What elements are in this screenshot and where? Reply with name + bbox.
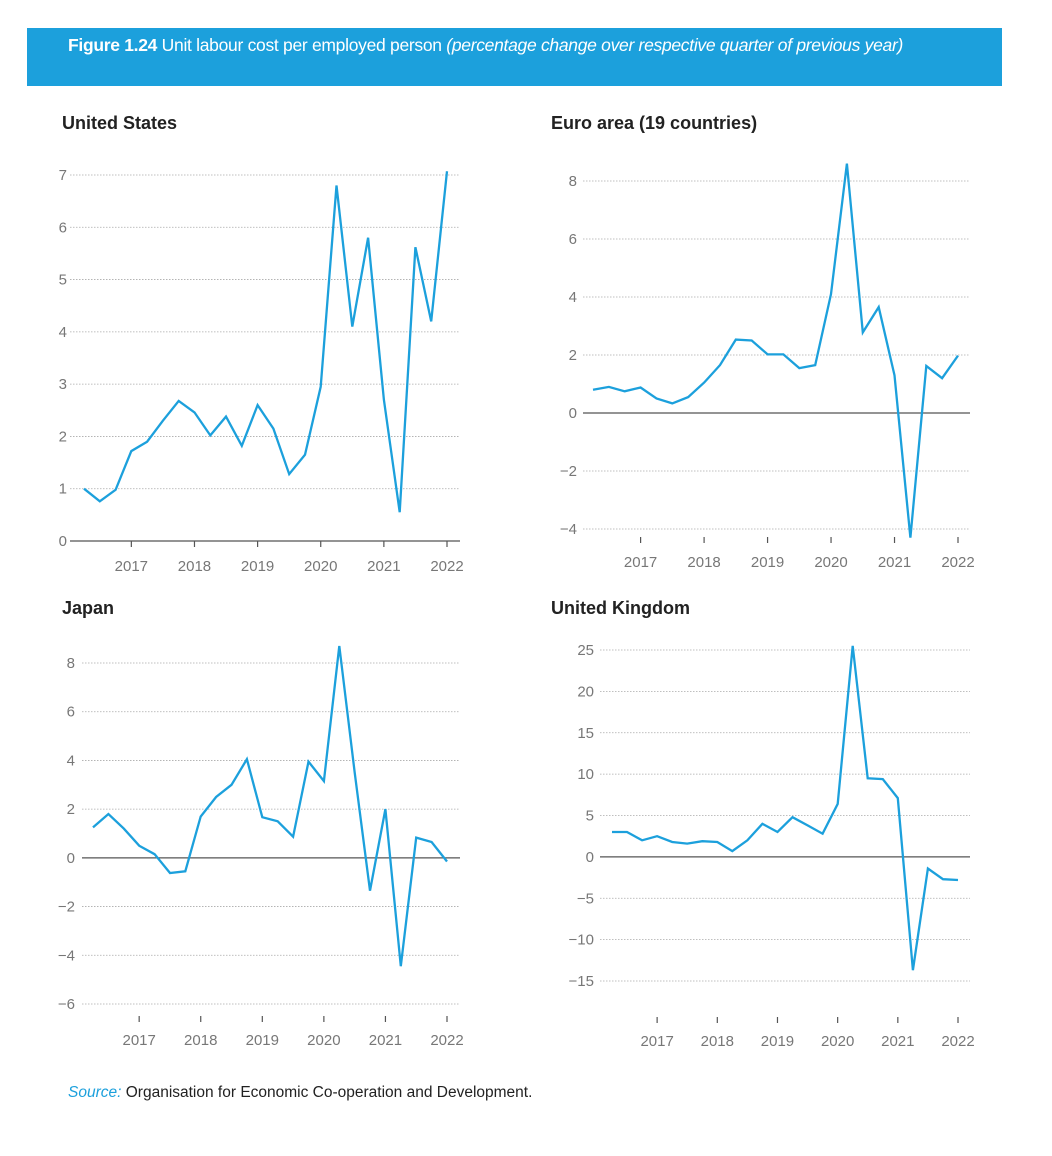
united-states-y-tick-label: 2: [59, 428, 67, 445]
united-kingdom-x-tick-label: 2019: [761, 1033, 794, 1050]
euro-area-series-line: [592, 163, 959, 538]
euro-area-x-tick-label: 2022: [941, 554, 974, 571]
united-kingdom-y-tick-label: 15: [577, 725, 594, 742]
united-states-y-tick-label: 6: [59, 219, 67, 236]
euro-area-x-tick-label: 2020: [814, 554, 847, 571]
united-states-x-tick-label: 2021: [367, 558, 400, 575]
euro-area-y-tick-label: −4: [560, 521, 577, 538]
euro-area-y-tick-label: 6: [569, 231, 577, 248]
united-kingdom-y-tick-label: −5: [577, 890, 594, 907]
united-states-x-tick-label: 2018: [178, 558, 211, 575]
figure-title: Unit labour cost per employed person: [161, 35, 442, 55]
euro-area-y-tick-label: 0: [569, 405, 577, 422]
japan-y-tick-label: 8: [67, 655, 75, 672]
united-kingdom-x-tick-label: 2017: [640, 1033, 673, 1050]
japan-x-tick-label: 2018: [184, 1032, 217, 1049]
united-states-x-tick-label: 2020: [304, 558, 337, 575]
united-kingdom-y-tick-label: 25: [577, 642, 594, 659]
united-kingdom-x-tick-label: 2022: [941, 1033, 974, 1050]
united-states-y-tick-label: 5: [59, 272, 67, 289]
euro-area-y-tick-label: 4: [569, 289, 577, 306]
united-states-y-tick-label: 3: [59, 376, 67, 393]
japan-y-tick-label: −4: [58, 947, 75, 964]
japan-series-line: [92, 645, 448, 967]
united-kingdom-y-tick-label: 5: [586, 808, 594, 825]
figure-subtitle: (percentage change over respective quart…: [446, 35, 904, 55]
japan-y-tick-label: 0: [67, 850, 75, 867]
panel-title-united-kingdom: United Kingdom: [551, 598, 690, 618]
japan-x-tick-label: 2020: [307, 1032, 340, 1049]
euro-area-y-tick-label: −2: [560, 463, 577, 480]
united-states-x-tick-label: 2017: [115, 558, 148, 575]
united-states-y-tick-label: 0: [59, 533, 67, 550]
united-states-x-tick-label: 2022: [430, 558, 463, 575]
euro-area-x-tick-label: 2017: [624, 554, 657, 571]
japan-y-tick-label: 2: [67, 801, 75, 818]
united-kingdom-y-tick-label: 20: [577, 683, 594, 700]
euro-area-x-tick-label: 2019: [751, 554, 784, 571]
euro-area-x-tick-label: 2018: [687, 554, 720, 571]
source-note: Source: Organisation for Economic Co-ope…: [68, 1084, 532, 1102]
united-kingdom-y-tick-label: −10: [569, 932, 594, 949]
united-kingdom-y-tick-label: 0: [586, 849, 594, 866]
panel-title-euro-area: Euro area (19 countries): [551, 113, 758, 133]
source-label: Source:: [68, 1084, 122, 1101]
japan-x-tick-label: 2017: [122, 1032, 155, 1049]
japan-x-tick-label: 2022: [430, 1032, 463, 1049]
united-states-y-tick-label: 7: [59, 167, 67, 184]
japan-y-tick-label: 6: [67, 704, 75, 721]
united-kingdom-x-tick-label: 2018: [701, 1033, 734, 1050]
euro-area-y-tick-label: 2: [569, 347, 577, 364]
panel-title-japan: Japan: [62, 598, 115, 618]
euro-area-x-tick-label: 2021: [878, 554, 911, 571]
figure-label: Figure 1.24: [68, 35, 158, 55]
euro-area-y-tick-label: 8: [569, 173, 577, 190]
figure-banner: Figure 1.24 Unit labour cost per employe…: [27, 28, 1002, 86]
japan-y-tick-label: 4: [67, 752, 75, 769]
source-text: Organisation for Economic Co-operation a…: [125, 1084, 533, 1101]
japan-x-tick-label: 2021: [369, 1032, 402, 1049]
united-states-y-tick-label: 4: [59, 324, 67, 341]
japan-x-tick-label: 2019: [246, 1032, 279, 1049]
japan-y-tick-label: −6: [58, 996, 75, 1013]
panel-title-united-states: United States: [62, 113, 178, 133]
united-kingdom-x-tick-label: 2020: [821, 1033, 854, 1050]
united-kingdom-y-tick-label: −15: [569, 973, 594, 990]
united-kingdom-series-line: [612, 645, 959, 971]
united-states-series-line: [83, 171, 449, 513]
united-states-x-tick-label: 2019: [241, 558, 274, 575]
japan-y-tick-label: −2: [58, 899, 75, 916]
united-kingdom-x-tick-label: 2021: [881, 1033, 914, 1050]
united-states-y-tick-label: 1: [59, 481, 67, 498]
united-kingdom-y-tick-label: 10: [577, 766, 594, 783]
